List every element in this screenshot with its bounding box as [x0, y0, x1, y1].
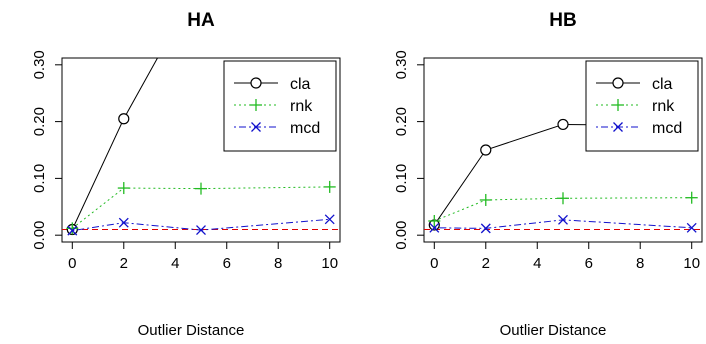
- series-point-hb-mcd-1-b: [480, 223, 491, 234]
- plot-frame-ha: [61, 57, 341, 243]
- legend-hb: cla rnk mcd: [585, 60, 699, 152]
- series-line-hb-mcd: [434, 219, 692, 229]
- series-line-ha-cla: [71, 58, 159, 230]
- series-point-hb-mcd-2-b: [558, 214, 568, 225]
- legend-marker-ha-mcd: [251, 122, 261, 132]
- series-point-ha-mcd-0: [67, 225, 78, 236]
- series-point-hb-mcd-3: [686, 222, 697, 233]
- panel-hb: HB 0 2 4 6 8 10 0.00 0.10 0.20 0.30 Outlier Distanc…: [393, 10, 703, 339]
- legend-box-ha: [223, 60, 337, 152]
- series-point-hb-mcd-3-b: [686, 222, 697, 233]
- legend-box-hb: [585, 60, 699, 152]
- series-point-ha-mcd-1-b: [118, 217, 129, 228]
- y-tick-label-ha-0.30: 0.30: [31, 50, 48, 79]
- legend-label-ha-mcd: mcd: [290, 120, 320, 137]
- x-axis-label-ha: Outlier Distance: [138, 322, 245, 339]
- plot-frame-hb: [423, 57, 703, 243]
- series-point-ha-cla-1: [118, 113, 130, 125]
- x-axis-label-hb: Outlier Distance: [500, 322, 607, 339]
- series-point-ha-rnk-2: [195, 182, 207, 195]
- panel-ha: HA 0 2 4 6 8 10 0.00 0.10 0.20 0.30 Outlier Distanc…: [31, 10, 341, 339]
- y-tick-label-hb-0.30: 0.30: [393, 50, 410, 79]
- x-tick-label-hb-0: 0: [430, 255, 438, 272]
- legend-marker-ha-rnk: [250, 99, 262, 111]
- series-line-ha-mcd: [72, 218, 330, 232]
- series-point-ha-mcd-3-b: [324, 214, 335, 225]
- series-point-ha-rnk-1: [117, 182, 130, 195]
- series-point-hb-mcd-1: [480, 223, 491, 234]
- legend-marker-hb-mcd-b: [613, 122, 623, 132]
- x-tick-label-ha-6: 6: [223, 255, 231, 272]
- plot-area-ha: [66, 58, 336, 236]
- x-tick-label-hb-8: 8: [636, 255, 644, 272]
- legend-label-hb-cla: cla: [652, 76, 673, 93]
- series-point-ha-mcd-2-b: [196, 225, 206, 236]
- y-tick-label-ha-0.00: 0.00: [31, 221, 48, 250]
- series-point-hb-rnk-1: [479, 193, 492, 206]
- legend-label-hb-rnk: rnk: [652, 98, 675, 115]
- y-tick-label-hb-0.10: 0.10: [393, 164, 410, 193]
- x-tick-label-hb-4: 4: [533, 255, 541, 272]
- y-tick-label-ha-0.20: 0.20: [31, 107, 48, 136]
- legend-marker-hb-cla: [612, 77, 624, 89]
- legend-marker-ha-cla: [250, 77, 262, 89]
- y-tick-label-ha-0.10: 0.10: [31, 164, 48, 193]
- x-tick-label-ha-10: 10: [321, 255, 338, 272]
- chart-title-hb: HB: [549, 10, 576, 31]
- legend-marker-hb-mcd: [613, 122, 623, 132]
- x-tick-label-hb-2: 2: [482, 255, 490, 272]
- series-point-hb-mcd-2: [558, 214, 568, 225]
- legend-label-ha-cla: cla: [290, 76, 311, 93]
- legend-marker-ha-mcd-b: [251, 122, 261, 132]
- series-point-hb-cla-1: [480, 144, 492, 156]
- legend-marker-hb-rnk: [612, 99, 624, 111]
- legend-ha: cla rnk mcd: [223, 60, 337, 152]
- series-point-hb-mcd-0-b: [429, 222, 440, 233]
- y-tick-label-hb-0.00: 0.00: [393, 221, 410, 250]
- series-point-ha-mcd-2: [196, 225, 206, 236]
- series-point-hb-mcd-0: [429, 222, 440, 233]
- legend-label-hb-mcd: mcd: [652, 120, 682, 137]
- chart-title-ha: HA: [187, 10, 215, 31]
- series-point-hb-rnk-0: [428, 214, 441, 227]
- x-tick-label-ha-0: 0: [68, 255, 76, 272]
- series-point-ha-mcd-3: [324, 214, 335, 225]
- series-line-ha-rnk: [71, 186, 330, 229]
- legend-label-ha-rnk: rnk: [290, 98, 313, 115]
- x-tick-label-hb-6: 6: [585, 255, 593, 272]
- series-point-ha-rnk-3: [323, 180, 336, 193]
- series-point-hb-rnk-2: [557, 192, 569, 205]
- x-tick-label-ha-8: 8: [274, 255, 282, 272]
- series-point-ha-mcd-1: [118, 217, 129, 228]
- y-tick-label-hb-0.20: 0.20: [393, 107, 410, 136]
- x-tick-label-ha-4: 4: [171, 255, 179, 272]
- series-point-ha-rnk-0: [66, 222, 79, 235]
- x-tick-label-hb-10: 10: [683, 255, 700, 272]
- x-tick-label-ha-2: 2: [120, 255, 128, 272]
- series-point-hb-cla-2: [557, 118, 569, 131]
- series-point-hb-rnk-3: [685, 191, 698, 204]
- series-point-ha-mcd-0-b: [67, 225, 78, 236]
